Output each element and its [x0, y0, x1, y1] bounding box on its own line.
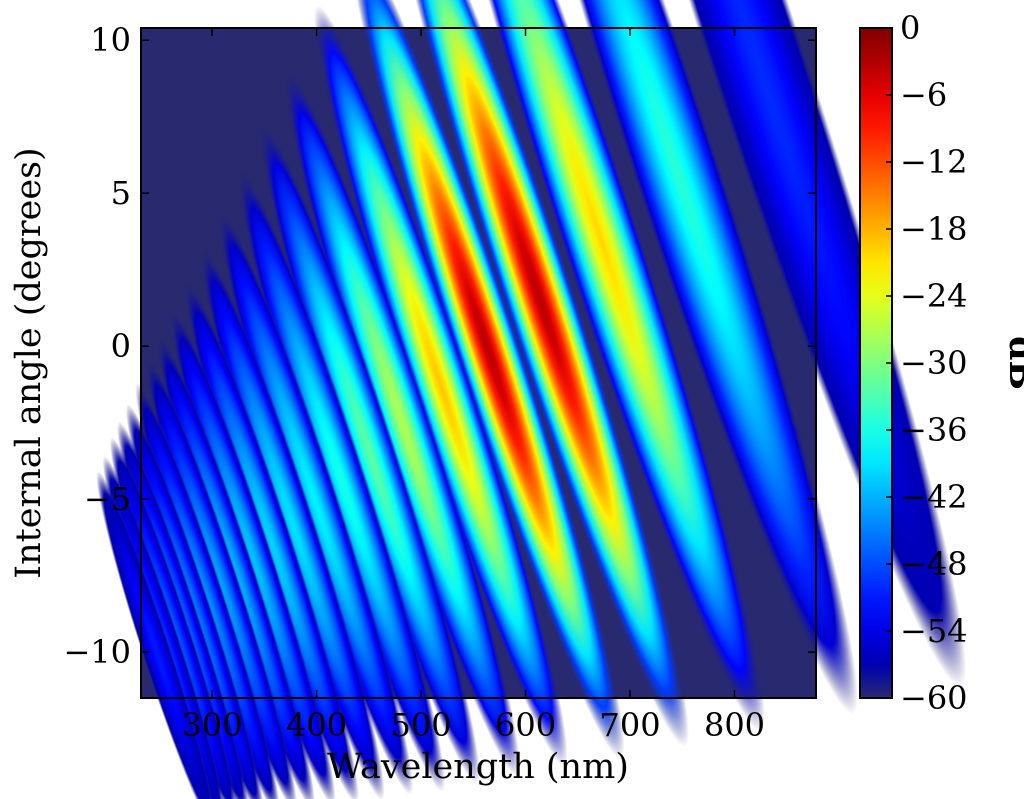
- x-tick-label: 300: [182, 706, 243, 744]
- colorbar-ticks: 0 −6 −12 −18 −24 −30 −36 −42 −48 −54 −60: [886, 9, 968, 717]
- y-axis-ticks: 10 5 0 −5 −10: [63, 21, 816, 671]
- colorbar-tick-label: −6: [900, 76, 947, 114]
- spot-482nm: [284, 69, 521, 777]
- colorbar-tick-label: −48: [900, 545, 968, 583]
- spot-519nm: [314, 5, 568, 767]
- y-tick-label: −5: [84, 480, 131, 518]
- spot-613nm: [389, 0, 689, 747]
- colorbar: 0 −6 −12 −18 −24 −30 −36 −42 −48 −54 −60 dB: [859, 9, 1024, 717]
- y-tick-label: −10: [63, 633, 131, 671]
- spot-563nm: [349, 0, 625, 760]
- colorbar-tick-label: 0: [900, 9, 920, 47]
- spot-339nm: [169, 308, 336, 799]
- intensity-spots: [96, 0, 967, 799]
- plot-frame: [140, 27, 817, 699]
- x-tick-label: 400: [286, 706, 347, 744]
- colorbar-tick-label: −30: [900, 344, 968, 382]
- spot-377nm: [200, 247, 385, 799]
- colorbar-tick-label: −54: [900, 612, 968, 650]
- plot-area: 300 400 500 600 700 800 10 5 0 −5 −10: [63, 0, 967, 799]
- y-tick-label: 0: [111, 327, 131, 365]
- colorbar-tick-label: −18: [900, 210, 968, 248]
- spot-399nm: [217, 209, 414, 795]
- x-tick-label: 700: [599, 706, 660, 744]
- y-axis-label: Internal angle (degrees): [9, 147, 49, 578]
- spot-357nm: [184, 280, 359, 799]
- y-tick-label: 10: [90, 21, 131, 59]
- colorbar-label: dB: [1001, 336, 1024, 390]
- colorbar-tick-label: −60: [900, 679, 968, 717]
- spot-451nm: [259, 122, 481, 785]
- x-axis-ticks: 300 400 500 600 700 800: [182, 28, 765, 744]
- colorbar-tick-label: −24: [900, 277, 968, 315]
- x-axis-label: Wavelength (nm): [327, 747, 629, 787]
- spot-424nm: [237, 169, 446, 792]
- y-tick-label: 5: [111, 174, 131, 212]
- x-tick-label: 800: [704, 706, 765, 744]
- spot-744nm: [494, 0, 858, 715]
- x-tick-label: 500: [390, 706, 451, 744]
- x-tick-label: 600: [495, 706, 556, 744]
- colorbar-tick-label: −36: [900, 411, 968, 449]
- spot-247nm: [96, 470, 218, 799]
- colorbar-tick-label: −42: [900, 478, 968, 516]
- colorbar-tick-label: −12: [900, 143, 968, 181]
- spot-672nm: [436, 0, 766, 732]
